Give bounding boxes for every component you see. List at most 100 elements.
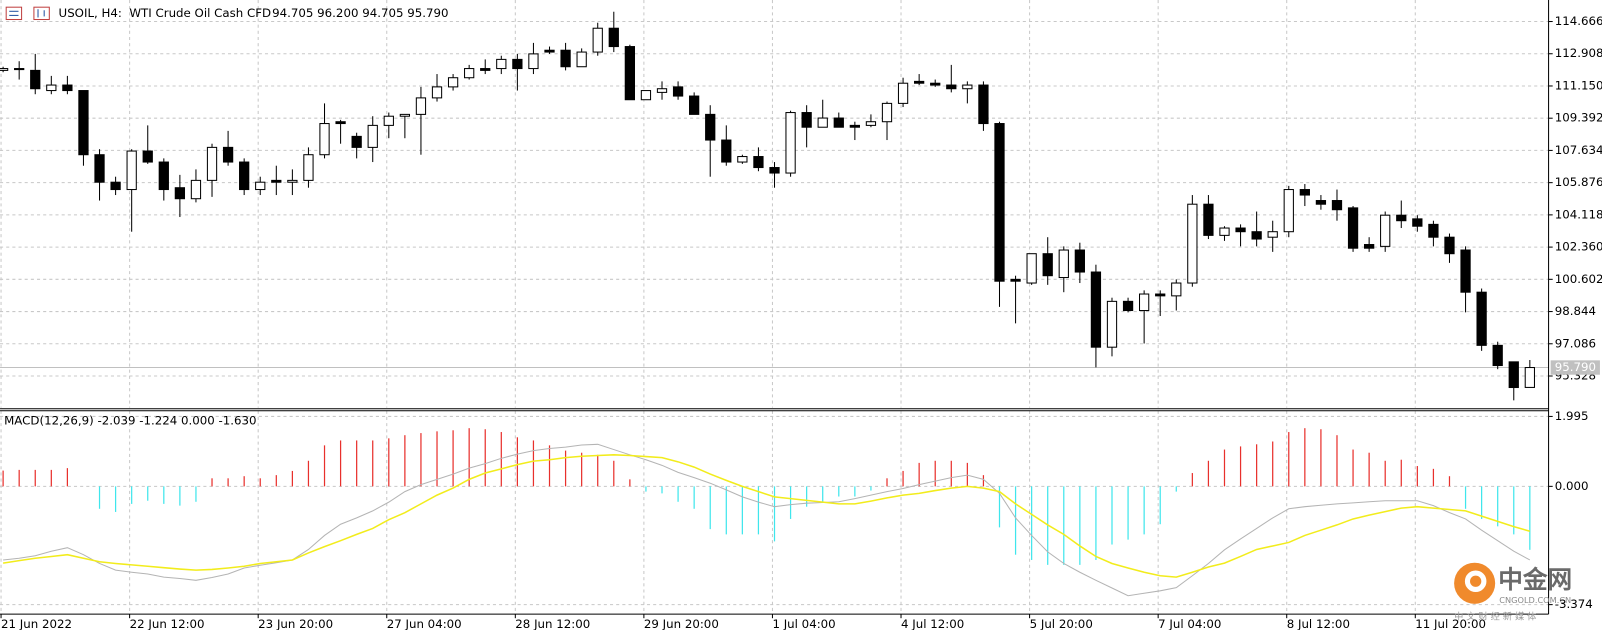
candle-body bbox=[1219, 227, 1230, 236]
y-tick-label: 114.666 bbox=[1555, 14, 1602, 28]
x-tick-label: 22 Jun 12:00 bbox=[130, 617, 205, 630]
candle-body bbox=[576, 51, 587, 68]
candle-body bbox=[1187, 203, 1198, 284]
candle-body bbox=[110, 181, 121, 191]
candle-body bbox=[640, 90, 652, 101]
y-tick-label: 1.995 bbox=[1555, 409, 1589, 423]
candle-body bbox=[1122, 300, 1134, 312]
x-tick-label: 28 Jun 12:00 bbox=[515, 617, 590, 630]
candle-body bbox=[705, 113, 716, 141]
candle-body bbox=[1235, 227, 1246, 233]
candle-body bbox=[544, 49, 555, 53]
candle-body bbox=[1396, 214, 1407, 222]
candle-body bbox=[158, 161, 169, 191]
candle-body bbox=[881, 102, 893, 123]
candle-body bbox=[46, 84, 57, 92]
candle-body bbox=[335, 121, 346, 125]
candle-body bbox=[415, 97, 427, 115]
candle-body bbox=[303, 154, 314, 181]
candle-body bbox=[1283, 189, 1294, 233]
y-tick-label: 111.150 bbox=[1555, 78, 1602, 92]
indicator-title: MACD(12,26,9) -2.039 -1.224 0.000 -1.630 bbox=[4, 414, 256, 428]
candle-body bbox=[78, 90, 89, 156]
y-tick-label: 97.086 bbox=[1555, 336, 1596, 350]
y-tick-label: 104.118 bbox=[1555, 207, 1602, 221]
candle-body bbox=[624, 46, 636, 101]
candle-body bbox=[1492, 344, 1503, 367]
y-tick-label: 107.634 bbox=[1555, 143, 1602, 157]
candle-body bbox=[1155, 293, 1166, 297]
candle-body bbox=[1171, 282, 1182, 297]
candle-body bbox=[737, 156, 748, 163]
candle-body bbox=[239, 161, 250, 191]
candle-body bbox=[1508, 361, 1519, 389]
candle-body bbox=[1203, 203, 1214, 236]
candle-body bbox=[1476, 291, 1487, 346]
candle-body bbox=[656, 88, 668, 93]
candle-body bbox=[1106, 300, 1118, 348]
candle-body bbox=[383, 115, 394, 126]
candle-body bbox=[608, 27, 619, 48]
watermark: 中金网 CNGOLD.COM.CN 中 文 财 经 新 媒 体 bbox=[1454, 562, 1572, 623]
header-ohlc: 94.705 96.200 94.705 95.790 bbox=[272, 6, 448, 20]
last-price-box bbox=[1550, 360, 1600, 375]
candle-body bbox=[1524, 367, 1535, 388]
candle-body bbox=[271, 179, 282, 183]
candle-body bbox=[255, 181, 266, 191]
candle-body bbox=[1315, 200, 1327, 205]
signal-line bbox=[2, 454, 1531, 578]
y-tick-label: 100.602 bbox=[1555, 272, 1602, 286]
candle-body bbox=[319, 123, 330, 156]
candle-body bbox=[1412, 218, 1423, 227]
y-tick-label: -3.374 bbox=[1555, 597, 1593, 611]
candle-body bbox=[1139, 293, 1150, 312]
candle-body bbox=[464, 68, 475, 79]
watermark-logo bbox=[1464, 570, 1487, 593]
candle-body bbox=[62, 84, 73, 92]
x-tick-label: 1 Jul 04:00 bbox=[772, 617, 835, 630]
candle-body bbox=[399, 113, 411, 117]
candle-body bbox=[817, 117, 828, 128]
candle-body bbox=[1267, 231, 1278, 238]
symbol: USOIL, H4: bbox=[59, 6, 122, 20]
x-tick-label: 23 Jun 20:00 bbox=[258, 617, 333, 630]
candle-body bbox=[849, 124, 860, 128]
candle-body bbox=[801, 112, 812, 128]
candle-body bbox=[994, 123, 1005, 282]
candle-body bbox=[865, 121, 877, 126]
x-tick-label: 5 Jul 20:00 bbox=[1030, 617, 1093, 630]
candle-body bbox=[930, 82, 941, 86]
x-tick-label: 8 Jul 12:00 bbox=[1287, 617, 1350, 630]
candle-body bbox=[689, 95, 700, 115]
candle-body bbox=[914, 80, 925, 84]
candle-body bbox=[1363, 244, 1375, 249]
candle-body bbox=[174, 187, 186, 200]
candle-body bbox=[222, 146, 234, 163]
candle-body bbox=[785, 112, 796, 174]
last-price-label: 95.790 bbox=[1555, 360, 1596, 374]
candle-body bbox=[1331, 200, 1343, 211]
candle-body bbox=[592, 27, 603, 53]
x-tick-label: 7 Jul 04:00 bbox=[1158, 617, 1221, 630]
candle-body bbox=[1058, 249, 1069, 279]
y-tick-label: 98.844 bbox=[1555, 304, 1596, 318]
header-icon bbox=[33, 6, 50, 21]
y-tick-label: 112.908 bbox=[1555, 46, 1602, 60]
candle-body bbox=[528, 53, 539, 70]
candle-body bbox=[1299, 189, 1310, 196]
candle-body bbox=[721, 139, 732, 163]
x-tick-label: 21 Jun 2022 bbox=[1, 617, 72, 630]
candle-body bbox=[672, 86, 684, 97]
candle-body bbox=[190, 179, 202, 200]
watermark-site: CNGOLD.COM.CN bbox=[1499, 595, 1571, 605]
y-tick-label: 102.360 bbox=[1555, 240, 1602, 254]
candle-body bbox=[206, 146, 218, 181]
candle-body bbox=[512, 58, 523, 70]
candle-body bbox=[0, 68, 9, 71]
candle-body bbox=[30, 69, 41, 90]
candle-body bbox=[1444, 236, 1455, 255]
x-tick-label: 11 Jul 20:00 bbox=[1415, 617, 1486, 630]
candle-body bbox=[287, 179, 298, 183]
